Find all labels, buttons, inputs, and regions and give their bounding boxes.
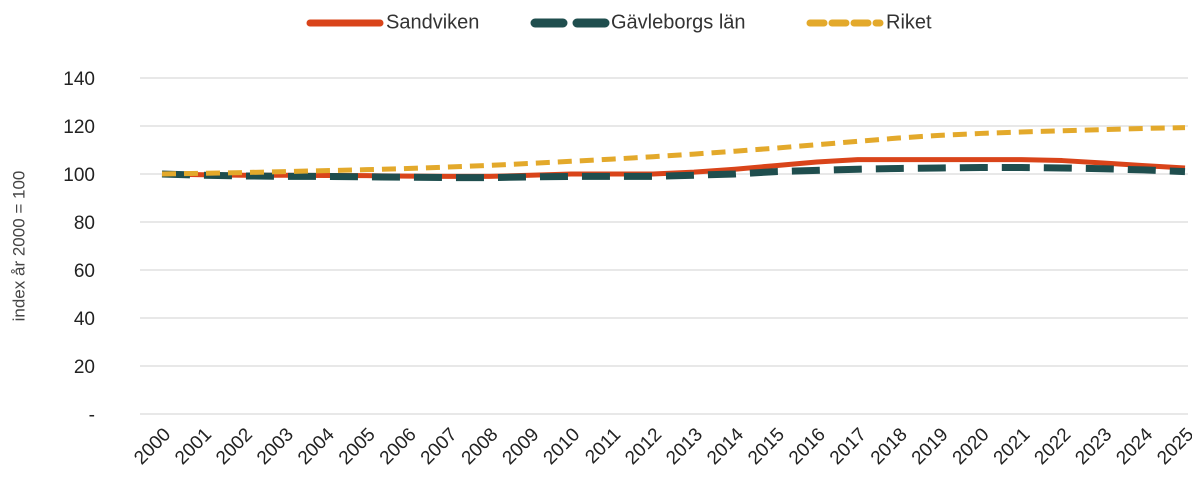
x-tick-label: 2021 <box>990 424 1035 469</box>
y-tick-label: 100 <box>63 165 95 186</box>
x-tick-label: 2000 <box>130 424 175 469</box>
x-tick-label: 2022 <box>1031 424 1076 469</box>
x-tick-label: 2024 <box>1112 424 1157 469</box>
x-tick-label: 2009 <box>499 424 544 469</box>
x-tick-label: 2025 <box>1153 424 1192 469</box>
x-tick-label: 2011 <box>581 424 625 468</box>
y-tick-label: 40 <box>74 309 95 330</box>
line-series <box>161 164 1186 182</box>
x-tick-label: 2023 <box>1071 424 1116 469</box>
x-tick-label: 2019 <box>908 424 953 469</box>
x-tick-label: 2014 <box>703 424 748 469</box>
y-tick-label: 20 <box>74 357 95 378</box>
x-tick-label: 2007 <box>417 424 462 469</box>
x-tick-label: 2002 <box>212 424 257 469</box>
x-tick-label: 2013 <box>662 424 707 469</box>
x-tick-label: 2015 <box>744 424 789 469</box>
x-tick-label: 2001 <box>171 424 216 469</box>
line-series <box>161 125 1186 177</box>
x-tick-label: 2020 <box>949 424 994 469</box>
x-tick-label: 2004 <box>294 424 339 469</box>
x-tick-label: 2012 <box>621 424 666 469</box>
legend-label: Sandviken <box>386 11 479 33</box>
x-tick-label: 2018 <box>867 424 912 469</box>
x-tick-label: 2006 <box>376 424 421 469</box>
x-tick-label: 2005 <box>335 424 380 469</box>
y-tick-label: - <box>89 405 95 426</box>
y-tick-label: 140 <box>63 69 95 90</box>
x-tick-label: 2003 <box>253 424 298 469</box>
y-tick-label: 60 <box>74 261 95 282</box>
legend: Sandviken Gävleborgs län Riket <box>306 11 932 33</box>
legend-label: Gävleborgs län <box>611 11 746 33</box>
y-tick-label: 120 <box>63 117 95 138</box>
x-tick-label: 2016 <box>785 424 830 469</box>
legend-label: Riket <box>886 11 932 33</box>
x-tick-label: 2010 <box>540 424 585 469</box>
y-axis-label: index år 2000 = 100 <box>9 171 28 322</box>
y-tick-label: 80 <box>74 213 95 234</box>
x-tick-label: 2008 <box>458 424 503 469</box>
x-tick-label: 2017 <box>826 424 871 469</box>
